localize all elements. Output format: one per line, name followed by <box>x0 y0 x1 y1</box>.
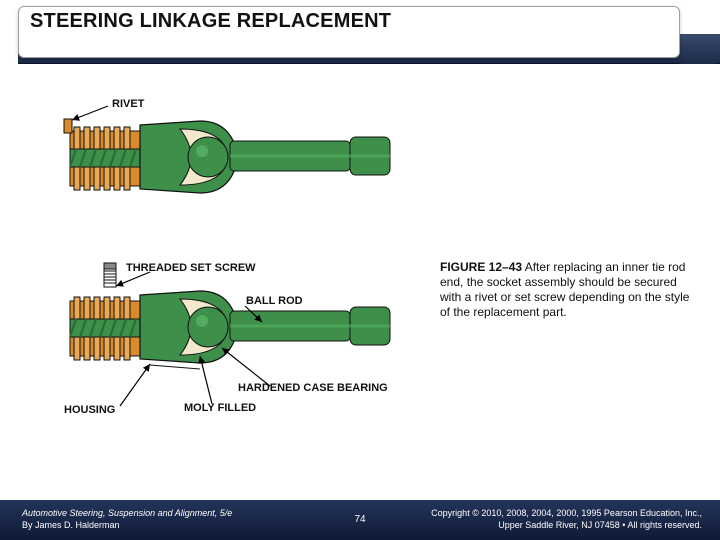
footer-left: Automotive Steering, Suspension and Alig… <box>22 508 232 531</box>
footer-copyright-2: Upper Saddle River, NJ 07458 • All right… <box>498 520 702 530</box>
footer: Automotive Steering, Suspension and Alig… <box>0 500 720 540</box>
caption-bold: FIGURE 12–43 <box>440 260 522 274</box>
label-rivet: RIVET <box>112 98 144 110</box>
label-hardened-case-bearing: HARDENED CASE BEARING <box>238 382 388 394</box>
figure-caption: FIGURE 12–43 After replacing an inner ti… <box>440 260 690 320</box>
footer-copyright-1: Copyright © 2010, 2008, 2004, 2000, 1995… <box>431 508 702 518</box>
page-subtitle: SERVICE OF BALL SOCKET ASSEMBLIES <box>30 41 312 57</box>
footer-book: Automotive Steering, Suspension and Alig… <box>22 508 232 518</box>
footer-page: 74 <box>354 514 365 525</box>
label-ball-rod: BALL ROD <box>246 295 303 307</box>
label-housing: HOUSING <box>64 404 115 416</box>
label-threaded-set-screw: THREADED SET SCREW <box>126 262 256 274</box>
label-moly-filled: MOLY FILLED <box>184 402 256 414</box>
figure: RIVET THREADED SET SCREW BALL ROD HARDEN… <box>30 86 430 466</box>
footer-right: Copyright © 2010, 2008, 2004, 2000, 1995… <box>431 508 702 531</box>
page-title: STEERING LINKAGE REPLACEMENT <box>30 10 391 33</box>
header: STEERING LINKAGE REPLACEMENT SERVICE OF … <box>0 0 720 78</box>
footer-author: By James D. Halderman <box>22 520 120 530</box>
title-cap <box>676 34 720 64</box>
